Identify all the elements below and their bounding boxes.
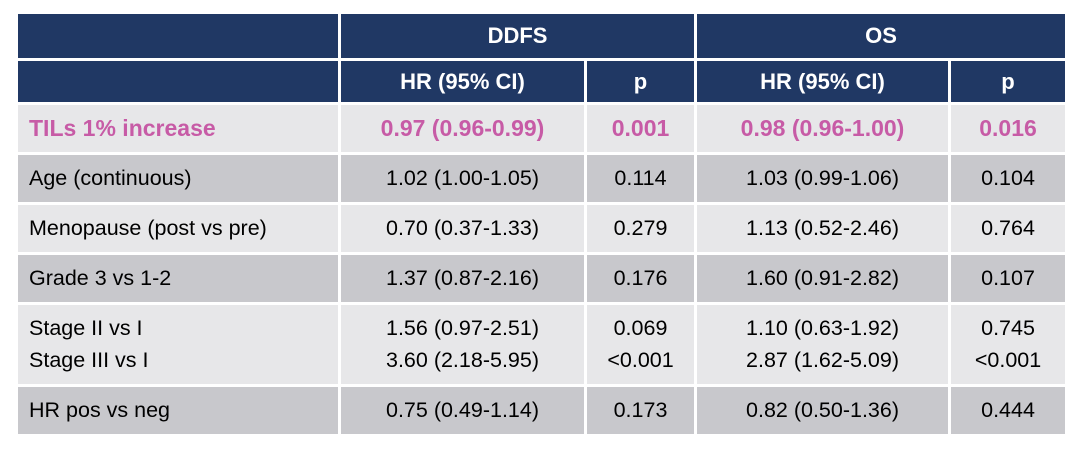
- row-label: Stage II vs I Stage III vs I: [18, 305, 338, 384]
- ddfs-p-cell: 0.069 <0.001: [587, 305, 695, 384]
- sub-header-os-hr: HR (95% CI): [697, 61, 949, 102]
- os-hr-cell: 1.03 (0.99-1.06): [697, 155, 949, 202]
- row-label: Menopause (post vs pre): [18, 205, 338, 252]
- ddfs-p-cell: 0.114: [587, 155, 695, 202]
- row-label: TILs 1% increase: [18, 105, 338, 152]
- group-header-ddfs: DDFS: [341, 14, 695, 58]
- table-row-grade: Grade 3 vs 1-2 1.37 (0.87-2.16) 0.176 1.…: [18, 255, 1066, 302]
- ddfs-hr-cell: 1.37 (0.87-2.16): [341, 255, 584, 302]
- group-header-os: OS: [697, 14, 1066, 58]
- corner-spacer-cell: [18, 14, 338, 58]
- row-label: Grade 3 vs 1-2: [18, 255, 338, 302]
- os-p-cell: 0.104: [951, 155, 1066, 202]
- table-row-stage: Stage II vs I Stage III vs I 1.56 (0.97-…: [18, 305, 1066, 384]
- corner-spacer-cell: [18, 61, 338, 102]
- os-hr-cell: 1.13 (0.52-2.46): [697, 205, 949, 252]
- row-label: HR pos vs neg: [18, 387, 338, 434]
- sub-header-ddfs-hr: HR (95% CI): [341, 61, 584, 102]
- sub-header-os-p: p: [951, 61, 1066, 102]
- table-row-hormone-receptor: HR pos vs neg 0.75 (0.49-1.14) 0.173 0.8…: [18, 387, 1066, 434]
- table-row-menopause: Menopause (post vs pre) 0.70 (0.37-1.33)…: [18, 205, 1066, 252]
- os-hr-cell: 1.60 (0.91-2.82): [697, 255, 949, 302]
- ddfs-p-cell: 0.176: [587, 255, 695, 302]
- ddfs-p-cell: 0.173: [587, 387, 695, 434]
- group-header-row: DDFS OS: [18, 14, 1066, 58]
- os-p-cell: 0.764: [951, 205, 1066, 252]
- os-p-cell: 0.016: [951, 105, 1066, 152]
- ddfs-hr-cell: 1.56 (0.97-2.51) 3.60 (2.18-5.95): [341, 305, 584, 384]
- sub-header-row: HR (95% CI) p HR (95% CI) p: [18, 61, 1066, 102]
- table-row-age: Age (continuous) 1.02 (1.00-1.05) 0.114 …: [18, 155, 1066, 202]
- os-hr-cell: 1.10 (0.63-1.92) 2.87 (1.62-5.09): [697, 305, 949, 384]
- os-p-cell: 0.107: [951, 255, 1066, 302]
- os-p-cell: 0.745 <0.001: [951, 305, 1066, 384]
- os-hr-cell: 0.82 (0.50-1.36): [697, 387, 949, 434]
- os-hr-cell: 0.98 (0.96-1.00): [697, 105, 949, 152]
- ddfs-hr-cell: 0.70 (0.37-1.33): [341, 205, 584, 252]
- hazard-ratio-table: DDFS OS HR (95% CI) p HR (95% CI) p TILs…: [15, 11, 1068, 437]
- ddfs-p-cell: 0.001: [587, 105, 695, 152]
- ddfs-hr-cell: 0.75 (0.49-1.14): [341, 387, 584, 434]
- os-p-cell: 0.444: [951, 387, 1066, 434]
- ddfs-hr-cell: 1.02 (1.00-1.05): [341, 155, 584, 202]
- sub-header-ddfs-p: p: [587, 61, 695, 102]
- row-label: Age (continuous): [18, 155, 338, 202]
- table-row-tils: TILs 1% increase 0.97 (0.96-0.99) 0.001 …: [18, 105, 1066, 152]
- ddfs-p-cell: 0.279: [587, 205, 695, 252]
- ddfs-hr-cell: 0.97 (0.96-0.99): [341, 105, 584, 152]
